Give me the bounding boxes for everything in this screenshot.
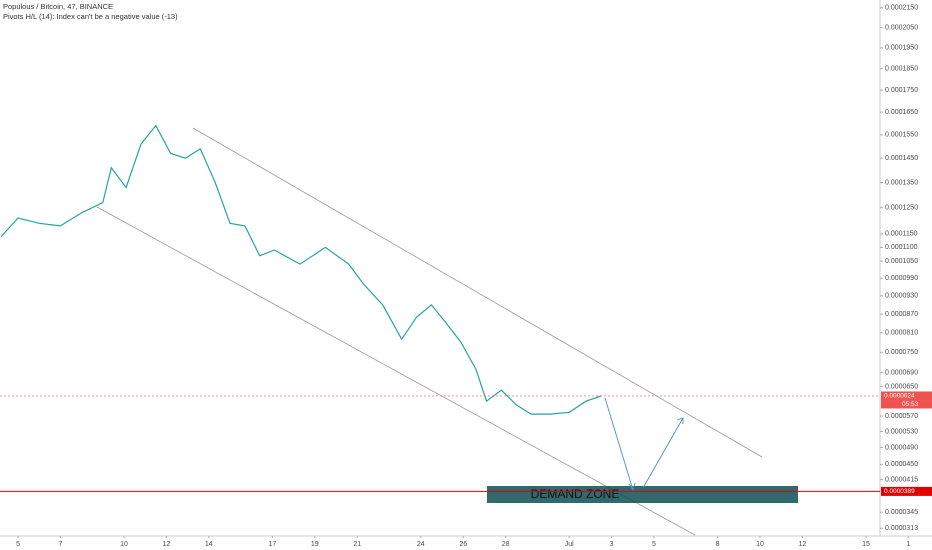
x-tick-label: 5 <box>652 541 656 548</box>
annotation: DEMAND ZONE <box>531 487 620 501</box>
y-tick-label: 0.0000570 <box>885 413 918 420</box>
x-tick-label: 7 <box>58 541 62 548</box>
chart-subtitle: Pivots H/L (14): Index can't be a negati… <box>3 12 178 21</box>
y-tick-label: 0.0000750 <box>885 349 918 356</box>
y-tick-label: 0.0001650 <box>885 109 918 116</box>
countdown: 05:53 <box>902 401 919 408</box>
x-tick-label: 26 <box>459 541 467 548</box>
y-tick-label: 0.0000990 <box>885 275 918 282</box>
y-tick-label: 0.0000490 <box>885 444 918 451</box>
y-tick-label: 0.0001850 <box>885 66 918 73</box>
y-tick-label: 0.0001550 <box>885 132 918 139</box>
y-tick-label: 0.0001050 <box>885 258 918 265</box>
channel-lower <box>96 206 696 536</box>
x-tick-label: 21 <box>353 541 361 548</box>
x-tick-label: 24 <box>417 541 425 548</box>
y-tick-label: 0.0000450 <box>885 461 918 468</box>
x-tick-label: 12 <box>163 541 171 548</box>
y-tick-label: 0.0000345 <box>885 509 918 516</box>
y-tick-label: 0.0000690 <box>885 369 918 376</box>
arrow-down <box>604 397 634 491</box>
x-tick-label: 17 <box>269 541 277 548</box>
x-tick-label: Jul <box>565 541 574 548</box>
y-tick-label: 0.0001100 <box>885 244 918 251</box>
y-tick-label: 0.0000930 <box>885 293 918 300</box>
chart-title: Populous / Bitcoin, 47, BINANCE <box>3 2 113 11</box>
y-tick-label: 0.0000530 <box>885 428 918 435</box>
y-tick-label: 0.0000650 <box>885 383 918 390</box>
demand-zone <box>487 486 798 503</box>
x-tick-label: 10 <box>756 541 764 548</box>
y-tick-label: 0.0000810 <box>885 330 918 337</box>
y-tick-label: 0.0002050 <box>885 24 918 31</box>
y-tick-label: 0.0001950 <box>885 45 918 52</box>
arrow-head <box>676 417 684 424</box>
x-tick-label: 1 <box>906 541 910 548</box>
price-tag <box>881 391 932 401</box>
channel-upper <box>192 127 763 458</box>
y-tick-label: 0.0001350 <box>885 179 918 186</box>
arrow-up <box>642 417 684 489</box>
x-tick-label: 19 <box>311 541 319 548</box>
y-tick-label: 0.0001750 <box>885 87 918 94</box>
price-line <box>0 124 602 415</box>
x-tick-label: 3 <box>610 541 614 548</box>
y-tick-label: 0.0002150 <box>885 5 918 12</box>
y-tick-label: 0.0001450 <box>885 155 918 162</box>
price-tag-label: 0.0000389 <box>884 488 915 495</box>
price-tag-label: 0.0000624 <box>884 393 915 400</box>
y-tick-label: 0.0001150 <box>885 231 918 238</box>
x-tick-label: 15 <box>862 541 870 548</box>
x-tick-label: 28 <box>502 541 510 548</box>
x-tick-label: 14 <box>205 541 213 548</box>
y-tick-label: 0.0000415 <box>885 476 918 483</box>
y-tick-label: 0.0000313 <box>885 525 918 532</box>
y-tick-label: 0.0001250 <box>885 205 918 212</box>
x-tick-label: 10 <box>120 541 128 548</box>
y-tick-label: 0.0000870 <box>885 311 918 318</box>
arrow-head <box>628 482 636 492</box>
x-tick-label: 5 <box>16 541 20 548</box>
price-tag <box>881 486 932 496</box>
x-tick-label: 8 <box>716 541 720 548</box>
countdown-tag <box>881 400 932 409</box>
x-tick-label: 12 <box>799 541 807 548</box>
